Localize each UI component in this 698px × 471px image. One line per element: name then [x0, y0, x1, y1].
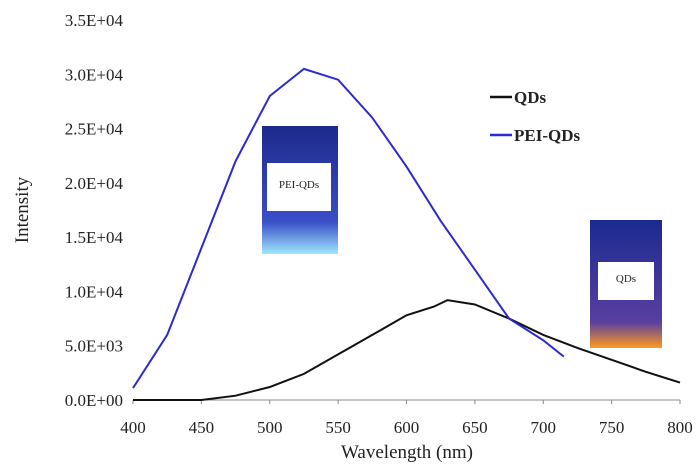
legend-label: QDs [514, 88, 547, 107]
photo-label: QDs [616, 273, 636, 285]
x-tick-label: 700 [531, 418, 557, 437]
vial-label [598, 262, 654, 300]
x-tick-label: 400 [120, 418, 146, 437]
x-tick-label: 450 [189, 418, 215, 437]
legend-label: PEI-QDs [514, 126, 581, 145]
y-tick-label: 3.0E+04 [65, 65, 124, 84]
y-tick-label: 0.0E+00 [65, 391, 123, 410]
vial-label [267, 163, 331, 211]
x-tick-label: 550 [325, 418, 351, 437]
y-tick-label: 2.5E+04 [65, 120, 124, 139]
y-tick-label: 3.5E+04 [65, 11, 124, 30]
data-line [132, 67, 565, 389]
x-tick-label: 800 [667, 418, 693, 437]
y-axis-label: Intensity [12, 176, 33, 243]
photo-label: PEI-QDs [279, 179, 319, 191]
x-tick-label: 650 [462, 418, 488, 437]
x-tick-label: 500 [257, 418, 283, 437]
y-tick-label: 5.0E+03 [65, 337, 123, 356]
x-tick-label: 750 [599, 418, 625, 437]
x-axis-label: Wavelength (nm) [341, 442, 473, 463]
y-tick-label: 1.0E+04 [65, 282, 124, 301]
y-tick-label: 1.5E+04 [65, 228, 124, 247]
data-line [133, 299, 681, 401]
y-tick-label: 2.0E+04 [65, 174, 124, 193]
x-tick-label: 600 [394, 418, 420, 437]
